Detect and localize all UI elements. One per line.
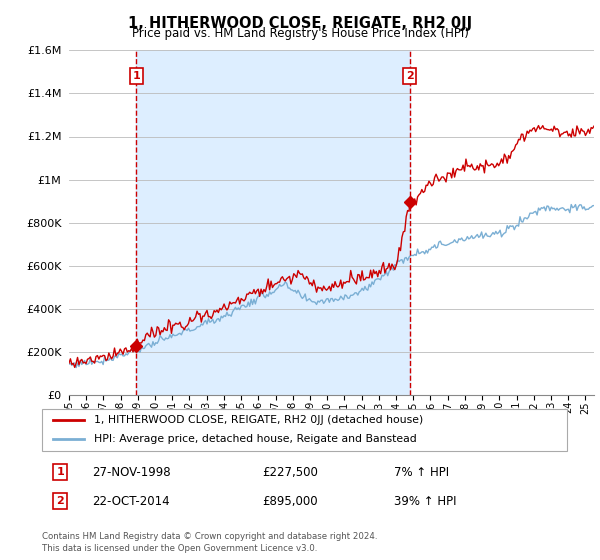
Text: 27-NOV-1998: 27-NOV-1998 — [92, 465, 170, 479]
Text: £895,000: £895,000 — [263, 494, 318, 507]
Text: HPI: Average price, detached house, Reigate and Banstead: HPI: Average price, detached house, Reig… — [95, 435, 417, 445]
Text: 1, HITHERWOOD CLOSE, REIGATE, RH2 0JJ: 1, HITHERWOOD CLOSE, REIGATE, RH2 0JJ — [128, 16, 472, 31]
Text: 1, HITHERWOOD CLOSE, REIGATE, RH2 0JJ (detached house): 1, HITHERWOOD CLOSE, REIGATE, RH2 0JJ (d… — [95, 415, 424, 425]
Text: Price paid vs. HM Land Registry's House Price Index (HPI): Price paid vs. HM Land Registry's House … — [131, 27, 469, 40]
FancyBboxPatch shape — [42, 409, 567, 451]
Text: 39% ↑ HPI: 39% ↑ HPI — [394, 494, 456, 507]
Text: 1: 1 — [133, 71, 140, 81]
Text: 7% ↑ HPI: 7% ↑ HPI — [394, 465, 449, 479]
Bar — [136, 50, 410, 395]
Text: Contains HM Land Registry data © Crown copyright and database right 2024.
This d: Contains HM Land Registry data © Crown c… — [42, 533, 377, 553]
Text: 1: 1 — [56, 467, 64, 477]
Text: 2: 2 — [406, 71, 413, 81]
Text: £227,500: £227,500 — [263, 465, 319, 479]
Text: 22-OCT-2014: 22-OCT-2014 — [92, 494, 170, 507]
Text: 2: 2 — [56, 496, 64, 506]
